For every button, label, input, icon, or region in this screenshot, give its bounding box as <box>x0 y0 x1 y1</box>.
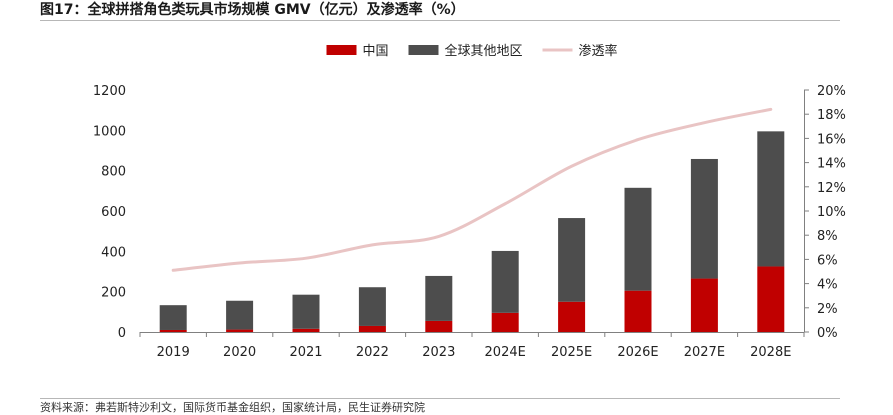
chart-legend: 中国 全球其他地区 渗透率 <box>326 43 618 59</box>
y-right-tick-label: 8% <box>817 229 838 244</box>
bar-china <box>757 266 785 332</box>
bar-china <box>358 325 386 332</box>
bar-china <box>558 301 586 332</box>
y-right-tick-label: 12% <box>817 181 846 196</box>
x-tick-label: 2020 <box>223 345 256 360</box>
figure-title: 图17：全球拼搭角色类玩具市场规模 GMV（亿元）及渗透率（%） <box>40 2 465 18</box>
y-right-tick-label: 0% <box>817 326 838 341</box>
y-left-tick-label: 600 <box>101 205 126 220</box>
bar-china <box>690 278 718 332</box>
legend-china-label: 中国 <box>363 44 389 59</box>
bar-rest-of-world <box>425 275 453 321</box>
bar-china <box>292 328 320 332</box>
y-right-tick-label: 14% <box>817 157 846 172</box>
legend-rest-of-world: 全球其他地区 <box>408 43 523 59</box>
title-divider <box>40 20 840 21</box>
legend-penetration-label: 渗透率 <box>579 43 618 59</box>
source-note: 资料来源：弗若斯特沙利文，国际货币基金组织，国家统计局，民生证券研究院 <box>40 401 425 414</box>
bar-china <box>226 329 254 332</box>
bar-rest-of-world <box>226 300 254 330</box>
y-left-tick-label: 0 <box>118 326 126 341</box>
y-right-tick-label: 18% <box>817 108 846 123</box>
legend-rest-of-world-label: 全球其他地区 <box>445 43 523 59</box>
bar-china <box>425 320 453 332</box>
y-right-tick-label: 20% <box>817 84 846 99</box>
bar-china <box>624 290 652 332</box>
bar-rest-of-world <box>292 294 320 329</box>
x-tick-label: 2026E <box>617 345 658 360</box>
x-tick-label: 2025E <box>551 345 592 360</box>
bar-rest-of-world <box>757 131 785 267</box>
legend-china-swatch <box>326 45 357 55</box>
y-right-tick-label: 10% <box>817 205 846 220</box>
bar-rest-of-world <box>159 305 187 330</box>
x-tick-label: 2024E <box>485 345 526 360</box>
penetration-line <box>171 107 773 272</box>
bar-rest-of-world <box>690 158 718 279</box>
x-tick-label: 2019 <box>157 345 190 360</box>
x-tick-label: 2027E <box>684 345 725 360</box>
chart-bars <box>159 131 785 332</box>
bar-china <box>491 312 519 332</box>
y-right-tick-label: 6% <box>817 253 838 268</box>
bar-china <box>159 329 187 332</box>
y-left-tick-label: 800 <box>101 165 126 180</box>
bar-rest-of-world <box>624 187 652 291</box>
y-right-tick-label: 2% <box>817 302 838 317</box>
legend-penetration: 渗透率 <box>542 43 618 59</box>
x-tick-label: 2028E <box>750 345 791 360</box>
y-right-tick-label: 4% <box>817 278 838 293</box>
x-tick-label: 2021 <box>289 345 322 360</box>
bar-rest-of-world <box>358 287 386 326</box>
gmv-penetration-chart: 中国 全球其他地区 渗透率 2019 2020 2021 2022 2023 2024E 202… <box>93 43 846 360</box>
y-left-tick-label: 400 <box>101 245 126 260</box>
y-left-tick-label: 200 <box>101 286 126 301</box>
bar-rest-of-world <box>558 218 586 302</box>
y-right-tick-label: 16% <box>817 132 846 147</box>
x-tick-label: 2022 <box>356 345 389 360</box>
y-left-tick-label: 1200 <box>93 84 126 99</box>
bar-rest-of-world <box>491 250 519 313</box>
penetration-line-layer <box>171 107 773 272</box>
source-divider <box>40 398 840 399</box>
legend-rest-of-world-swatch <box>408 45 439 55</box>
x-tick-label: 2023 <box>422 345 455 360</box>
legend-china: 中国 <box>326 44 389 59</box>
chart-axes: 2019 2020 2021 2022 2023 2024E 2025E 2026E 2027E… <box>93 84 846 360</box>
y-left-tick-label: 1000 <box>93 124 126 139</box>
